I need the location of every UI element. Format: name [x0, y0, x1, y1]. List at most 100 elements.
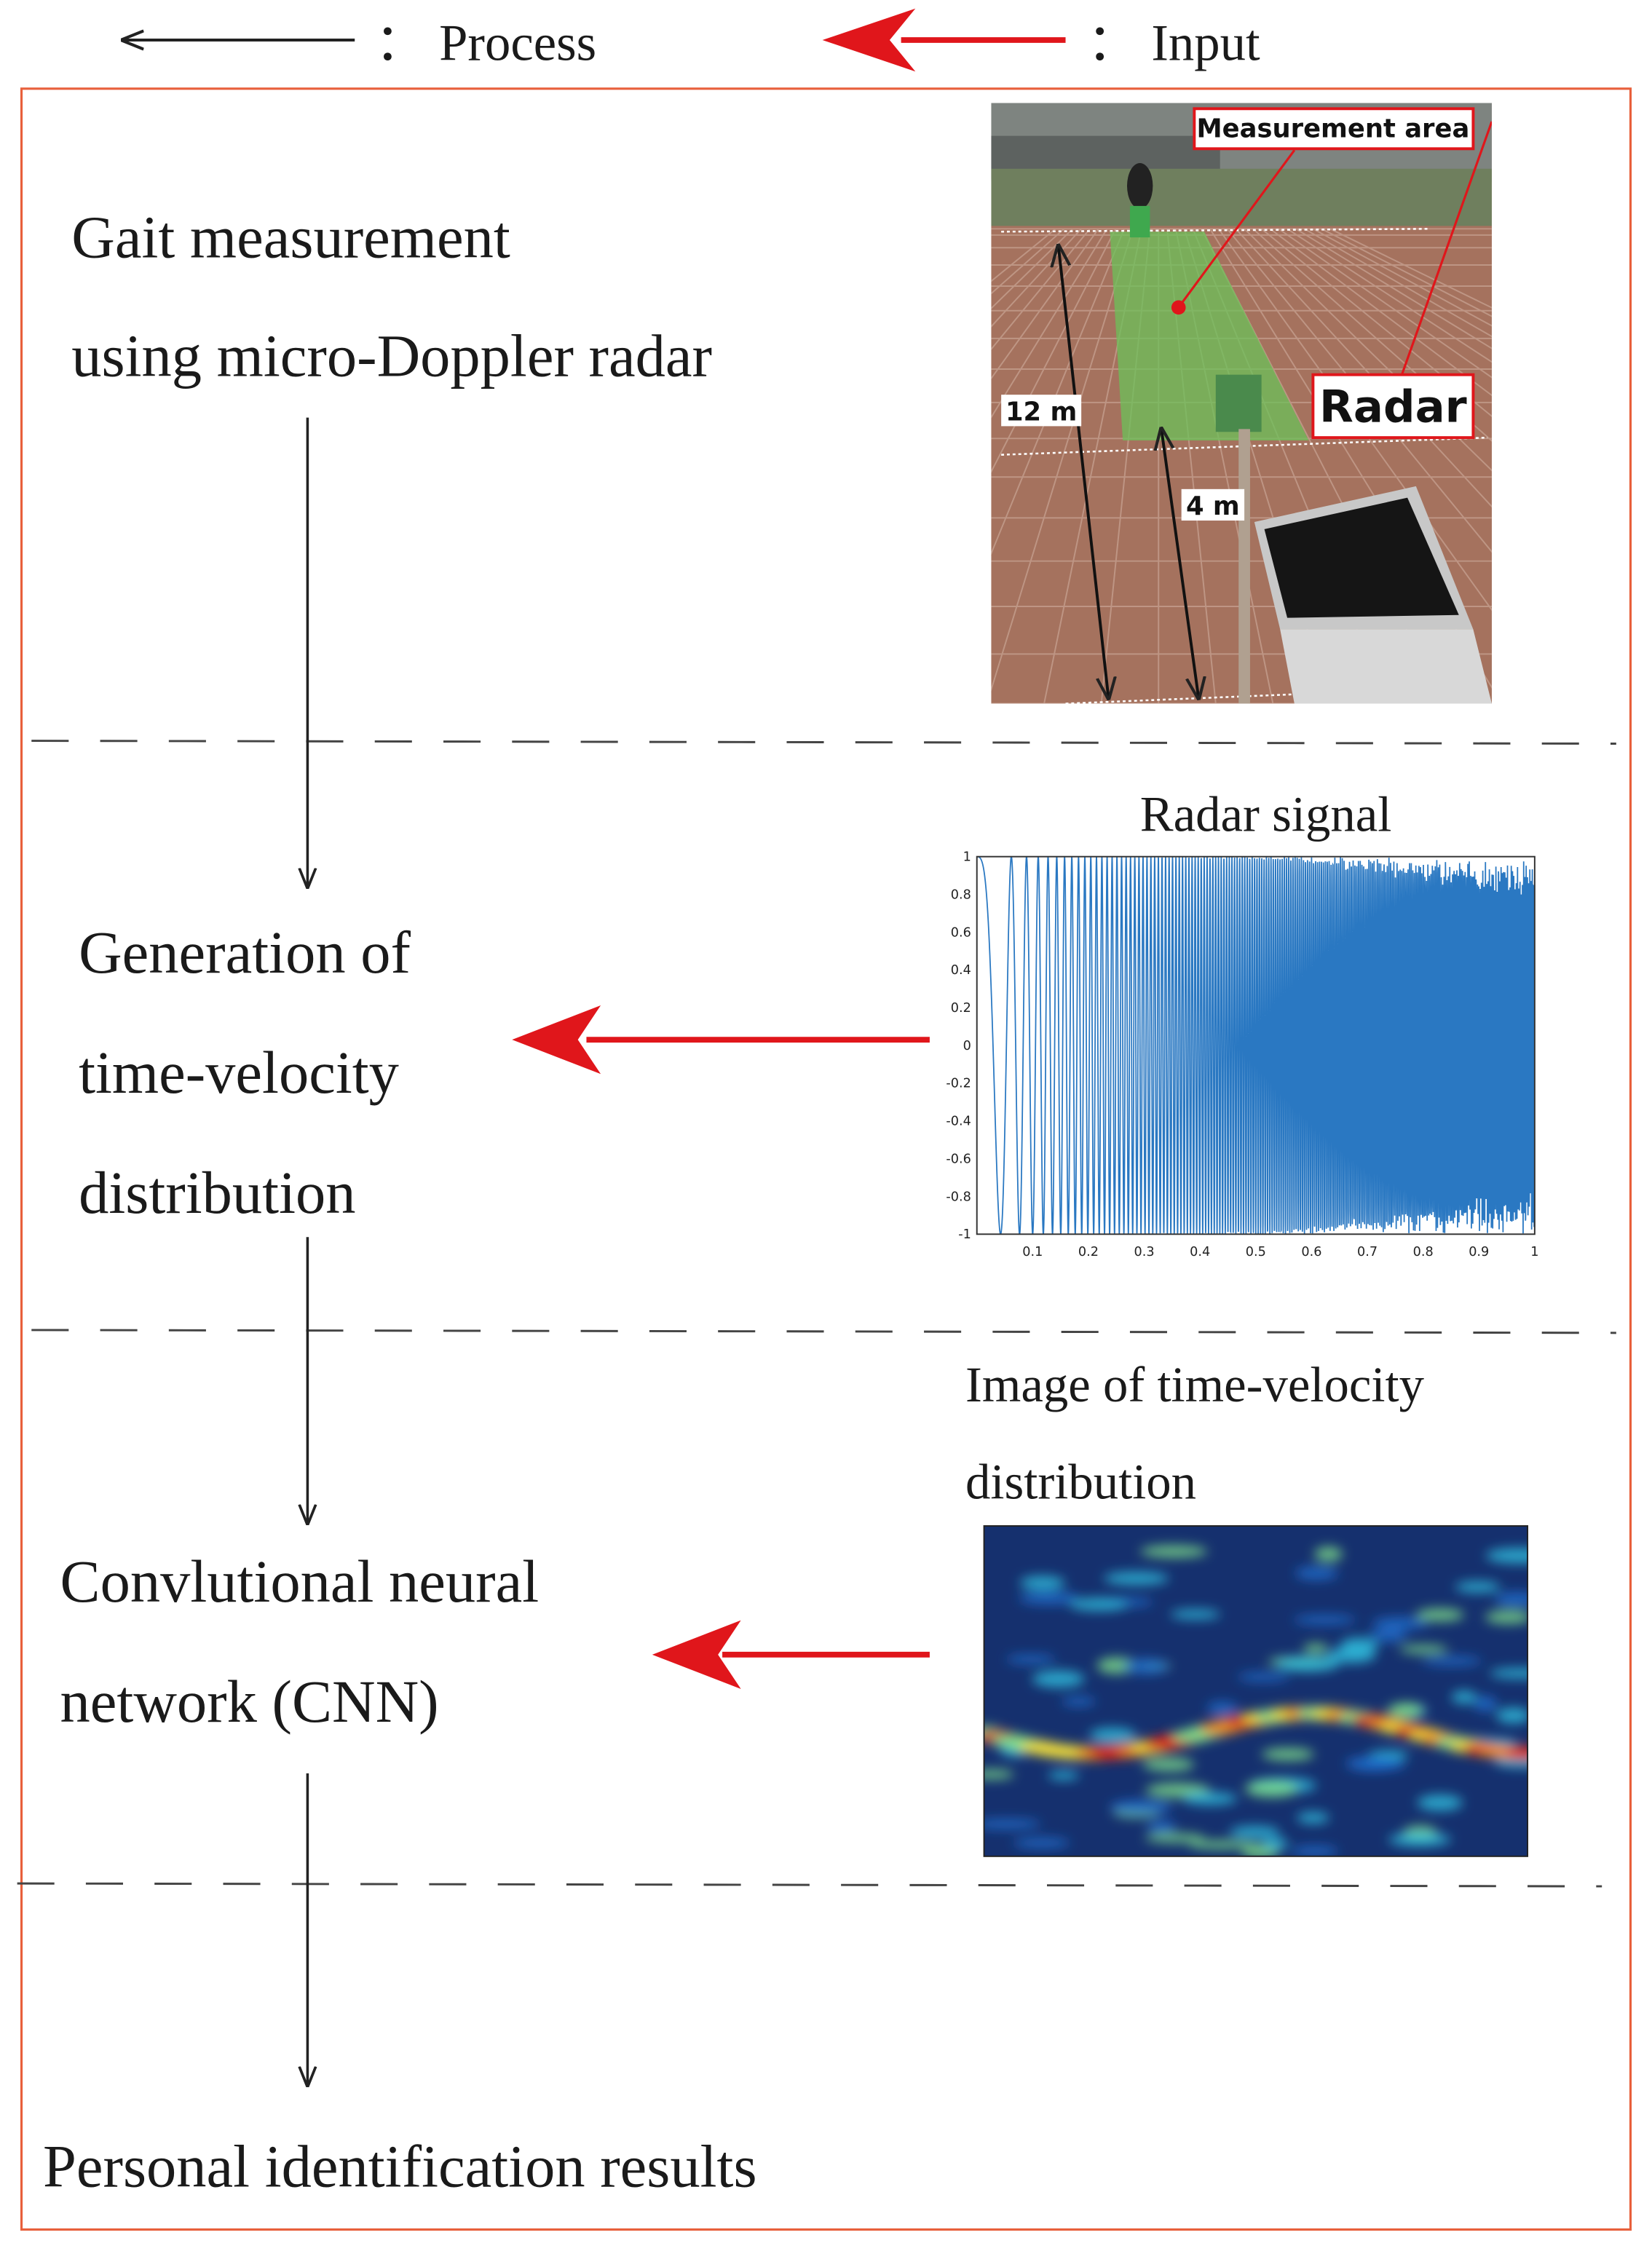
- spec-blob: [1293, 1615, 1356, 1625]
- x-tick-label: 0.6: [1301, 1245, 1321, 1259]
- legend-input-arrowhead: [822, 8, 916, 72]
- tile-line: [1312, 228, 1492, 327]
- frame: [20, 87, 1632, 2231]
- spec-blob: [1110, 1800, 1172, 1815]
- spectrogram-frame: [983, 1525, 1529, 1857]
- spec-blob: [1005, 1655, 1056, 1664]
- image-caption: Image of time-velocity: [965, 1357, 1425, 1412]
- spec-blob: [1372, 1617, 1428, 1630]
- spec-blob: [1147, 1820, 1177, 1833]
- tile-line: [1261, 228, 1492, 417]
- spec-blob: [1069, 1597, 1129, 1611]
- x-tick-label: 0.7: [1357, 1245, 1378, 1259]
- waveform-path: [976, 856, 1535, 1235]
- spec-blob: [1303, 1643, 1329, 1653]
- y-tick-label: 0.4: [951, 963, 971, 978]
- spec-blob: [1013, 1837, 1070, 1848]
- tile-line: [1321, 228, 1492, 317]
- x-tick-label: 0.3: [1134, 1245, 1155, 1259]
- spec-blob: [1048, 1771, 1080, 1780]
- y-tick-label: 1: [963, 850, 971, 865]
- tile-line: [1252, 228, 1492, 442]
- spec-blob: [1314, 1546, 1343, 1562]
- spec-blob: [1262, 1748, 1315, 1761]
- spec-blob: [984, 1769, 1014, 1779]
- step-text: network (CNN): [60, 1668, 439, 1735]
- spec-blob: [1019, 1575, 1065, 1590]
- tile-line: [1278, 228, 1492, 379]
- x-tick-label: 0.5: [1246, 1245, 1266, 1259]
- tile-line: [1287, 228, 1492, 363]
- spec-blob: [1244, 1780, 1298, 1797]
- spec-blob: [1206, 1701, 1238, 1715]
- spec-blob: [1237, 1672, 1290, 1682]
- y-tick-label: 0.6: [951, 925, 971, 940]
- x-tick-label: 0.1: [1022, 1245, 1043, 1259]
- x-tick-label: 0.4: [1190, 1245, 1210, 1259]
- spec-blob: [1142, 1757, 1195, 1772]
- spec-blob: [1473, 1696, 1498, 1712]
- spec-blob: [1103, 1572, 1169, 1586]
- spec-blob: [1485, 1610, 1528, 1624]
- spec-blob: [1187, 1840, 1255, 1850]
- tile-line: [1235, 228, 1492, 508]
- step-text: Generation of: [79, 919, 411, 986]
- y-tick-label: -0.2: [946, 1077, 971, 1091]
- input-arrowhead: [512, 1005, 601, 1075]
- step-text: distribution: [79, 1159, 355, 1226]
- photo-label: Measurement area: [1196, 114, 1469, 144]
- spec-blob: [1485, 1548, 1528, 1564]
- spec-blob: [1291, 1845, 1339, 1856]
- photo-label: 4 m: [1186, 491, 1240, 521]
- spec-blob: [1451, 1690, 1477, 1704]
- tile-line: [991, 228, 1091, 351]
- tile-line: [1244, 228, 1492, 472]
- spec-blob: [1062, 1696, 1096, 1706]
- step-text: Personal identification results: [43, 2133, 757, 2200]
- y-tick-label: -0.6: [946, 1152, 971, 1166]
- image-caption: distribution: [965, 1455, 1196, 1510]
- spec-blob: [1386, 1704, 1426, 1717]
- spec-blob: [1495, 1707, 1528, 1724]
- input-arrowhead: [652, 1620, 741, 1689]
- y-tick-label: -0.8: [946, 1190, 971, 1204]
- tile-line: [1217, 228, 1492, 612]
- spec-blob: [1295, 1566, 1338, 1581]
- y-tick-label: 0.2: [951, 1001, 971, 1016]
- separator: [17, 1882, 1602, 1888]
- y-tick-label: -0.4: [946, 1115, 971, 1129]
- spec-blob: [1388, 1832, 1452, 1847]
- spec-blob: [1399, 1645, 1448, 1654]
- tile-line: [1304, 228, 1492, 338]
- tile-line: [991, 228, 1074, 310]
- spec-blob: [1140, 1545, 1208, 1558]
- spec-blob: [1345, 1756, 1402, 1771]
- tile-line: [1226, 228, 1492, 553]
- spec-blob: [1089, 1728, 1137, 1743]
- step-text: time-velocity: [79, 1039, 399, 1106]
- spec-blob: [1494, 1591, 1528, 1607]
- y-tick-label: 0.8: [951, 887, 971, 902]
- spec-blob: [1262, 1837, 1289, 1850]
- spec-blob: [1123, 1658, 1169, 1674]
- legend-input: ： Input: [1087, 15, 1260, 72]
- photo-label: 12 m: [1005, 397, 1077, 427]
- spec-band: [1505, 1746, 1528, 1761]
- spec-blob: [1019, 1591, 1079, 1605]
- signal-waveform: [976, 856, 1535, 1235]
- tile-line: [991, 228, 1082, 328]
- spec-blob: [1489, 1668, 1528, 1679]
- plot-ticks: 1 0.8 0.6 0.4 0.2 0 -0.2 -0.4 -0.6 -0.8 -1 0.1 0.2 0.…: [946, 850, 1538, 1259]
- step-text: using micro-Doppler radar: [71, 323, 712, 389]
- spec-blob: [1421, 1656, 1482, 1666]
- plot-frame: [976, 855, 1536, 1235]
- x-tick-label: 0.2: [1078, 1245, 1099, 1259]
- spec-blob: [1032, 1670, 1085, 1688]
- spec-blob: [1455, 1581, 1501, 1593]
- spec-blob: [984, 1819, 1041, 1829]
- spectrogram-image: [984, 1526, 1528, 1856]
- spec-blob: [1229, 1826, 1280, 1839]
- tile-line: [991, 228, 1065, 295]
- spec-blob: [1297, 1812, 1329, 1824]
